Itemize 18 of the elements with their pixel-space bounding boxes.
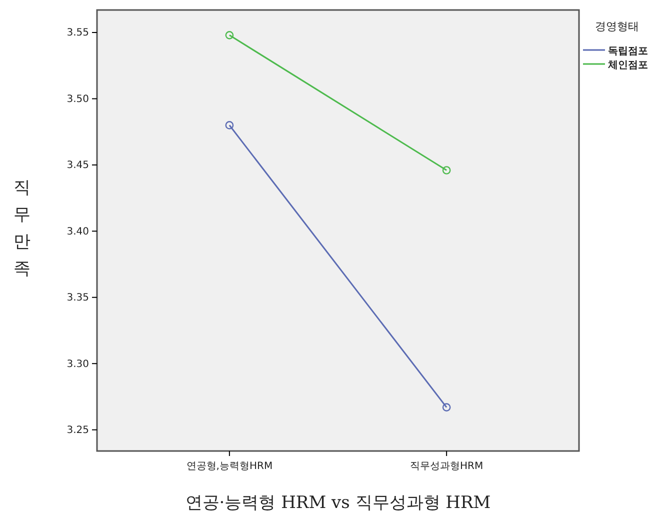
y-axis-title: 직무만족	[14, 178, 30, 279]
point	[225, 31, 234, 40]
y-tick-label: 3.55	[66, 28, 89, 39]
y-tick-label: 3.45	[66, 160, 89, 172]
x-tick-label: 연공형,능력형HRM	[186, 461, 273, 472]
y-tick-label: 3.40	[66, 226, 89, 238]
y-tick-label: 3.25	[66, 425, 89, 436]
point	[442, 166, 451, 174]
legend-title: 경영형태	[595, 20, 639, 33]
legend-label: 독립점포	[608, 46, 648, 57]
legend-label: 체인점포	[607, 60, 648, 71]
point	[442, 403, 451, 412]
point	[225, 121, 234, 130]
y-tick-label: 3.30	[66, 358, 89, 370]
y-tick-label: 3.35	[66, 292, 89, 304]
x-tick-label: 직무성과형HRM	[410, 461, 484, 472]
y-tick-label: 3.50	[66, 94, 89, 105]
x-axis-title: 연공·능력형 HRM vs 직무성과형 HRM	[185, 493, 491, 513]
